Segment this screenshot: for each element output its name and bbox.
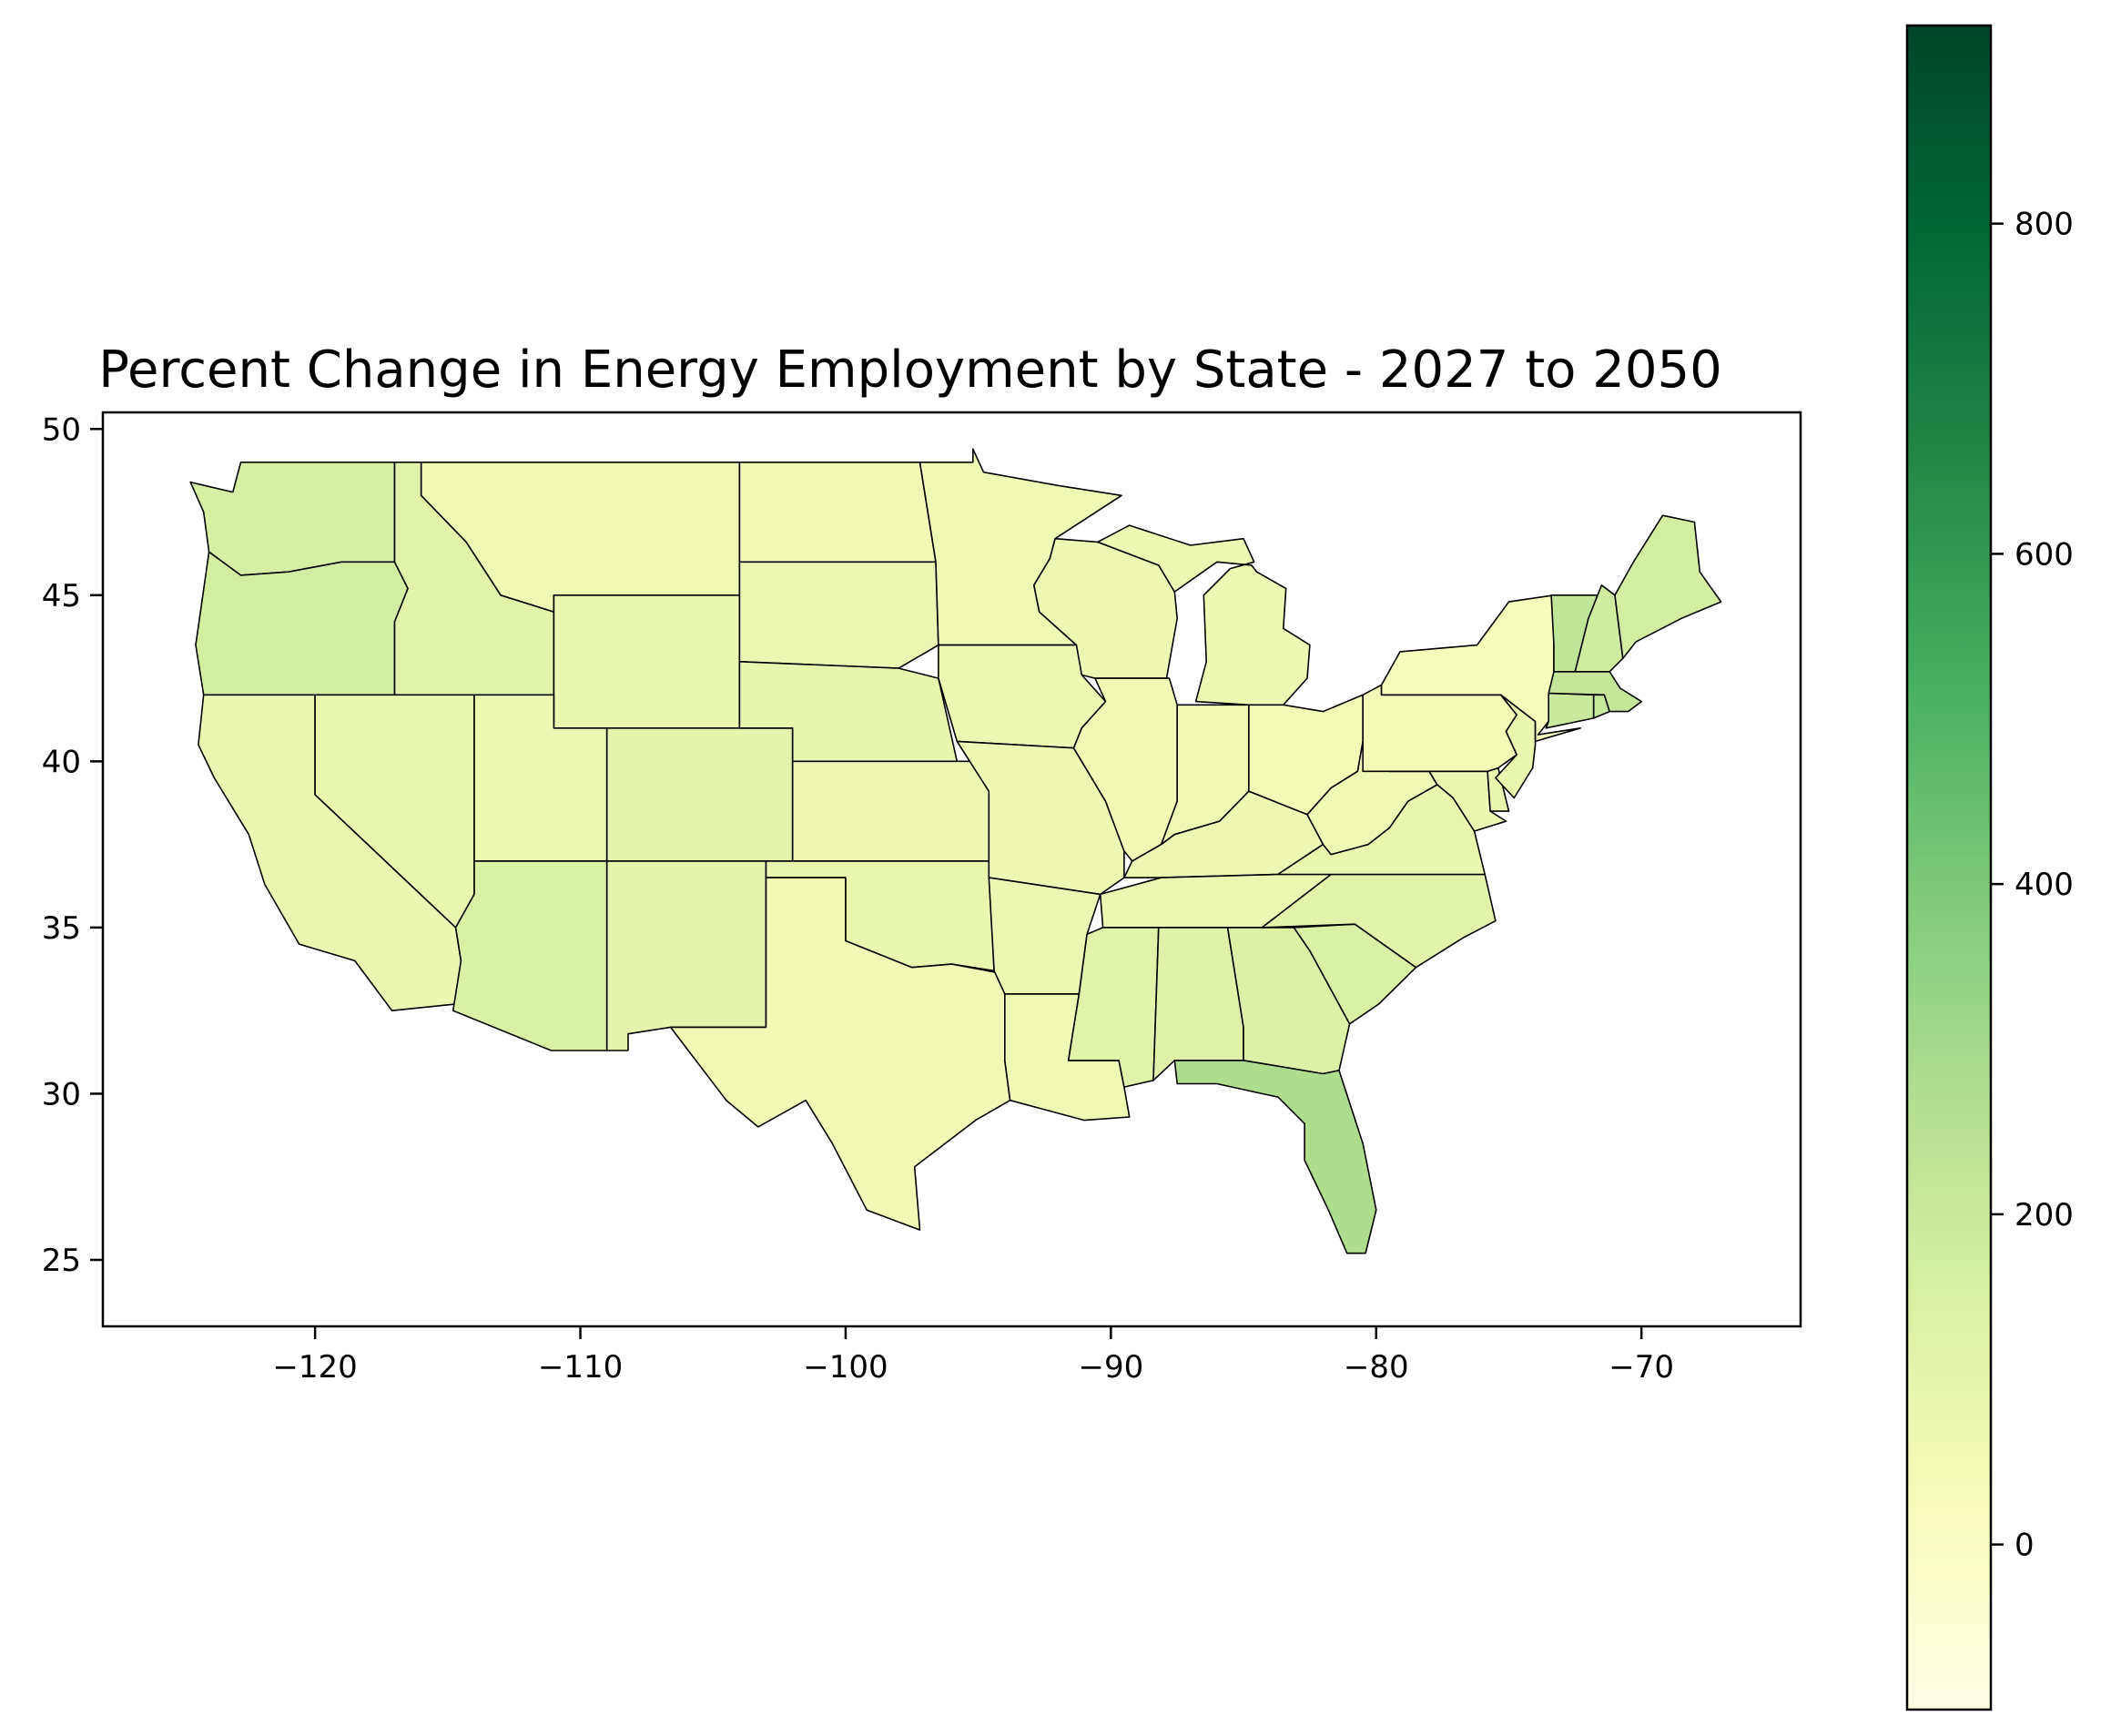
state-regions	[189, 448, 1722, 1254]
colorbar	[1905, 24, 1993, 1711]
x-tick-label: −70	[1609, 1349, 1674, 1386]
state-region-tx	[669, 877, 1011, 1231]
y-tick-label: 40	[42, 744, 81, 780]
state-region-ny	[1380, 594, 1581, 743]
chart-title: Percent Change in Energy Employment by S…	[98, 340, 1722, 400]
state-region-wy	[553, 594, 741, 729]
state-region-nm	[605, 860, 767, 1051]
state-region-pa	[1362, 684, 1517, 773]
state-region-fl	[1173, 1060, 1377, 1254]
x-tick-label: −110	[538, 1349, 623, 1386]
colorbar-tick-label: 400	[2015, 867, 2074, 903]
y-tick-label: 30	[42, 1076, 81, 1112]
colorbar-ticks: 0 200 400 600 800	[1991, 207, 2074, 1564]
colorbar-tick-label: 600	[2015, 536, 2074, 573]
x-tick-label: −80	[1344, 1349, 1409, 1386]
x-tick-label: −120	[272, 1349, 357, 1386]
x-tick-label: −100	[803, 1349, 888, 1386]
y-tick-label: 50	[42, 411, 81, 448]
state-region-me	[1614, 514, 1722, 660]
x-tick-label: −90	[1078, 1349, 1143, 1386]
y-tick-label: 45	[42, 578, 81, 614]
state-region-il	[1072, 677, 1178, 862]
state-region-nd	[738, 461, 937, 563]
state-region-ma	[1548, 670, 1642, 713]
state-region-or	[195, 551, 409, 696]
plot-frame	[101, 411, 1802, 1328]
y-tick-label: 35	[42, 910, 81, 947]
state-region-az	[452, 860, 608, 1051]
colorbar-tick-label: 200	[2015, 1197, 2074, 1233]
state-region-al	[1152, 927, 1244, 1081]
y-tick-label: 25	[42, 1243, 81, 1279]
colorbar-tick-label: 800	[2015, 207, 2074, 243]
x-axis: −120 −110 −100 −90 −80 −70	[272, 1326, 1674, 1386]
state-region-sd	[738, 561, 939, 669]
state-region-co	[605, 726, 794, 862]
state-region-wa	[189, 461, 396, 576]
y-axis: 25 30 35 40 45 50	[42, 411, 103, 1279]
state-region-ct	[1545, 692, 1595, 729]
colorbar-tick-label: 0	[2015, 1528, 2035, 1564]
state-region-ks	[791, 760, 990, 862]
